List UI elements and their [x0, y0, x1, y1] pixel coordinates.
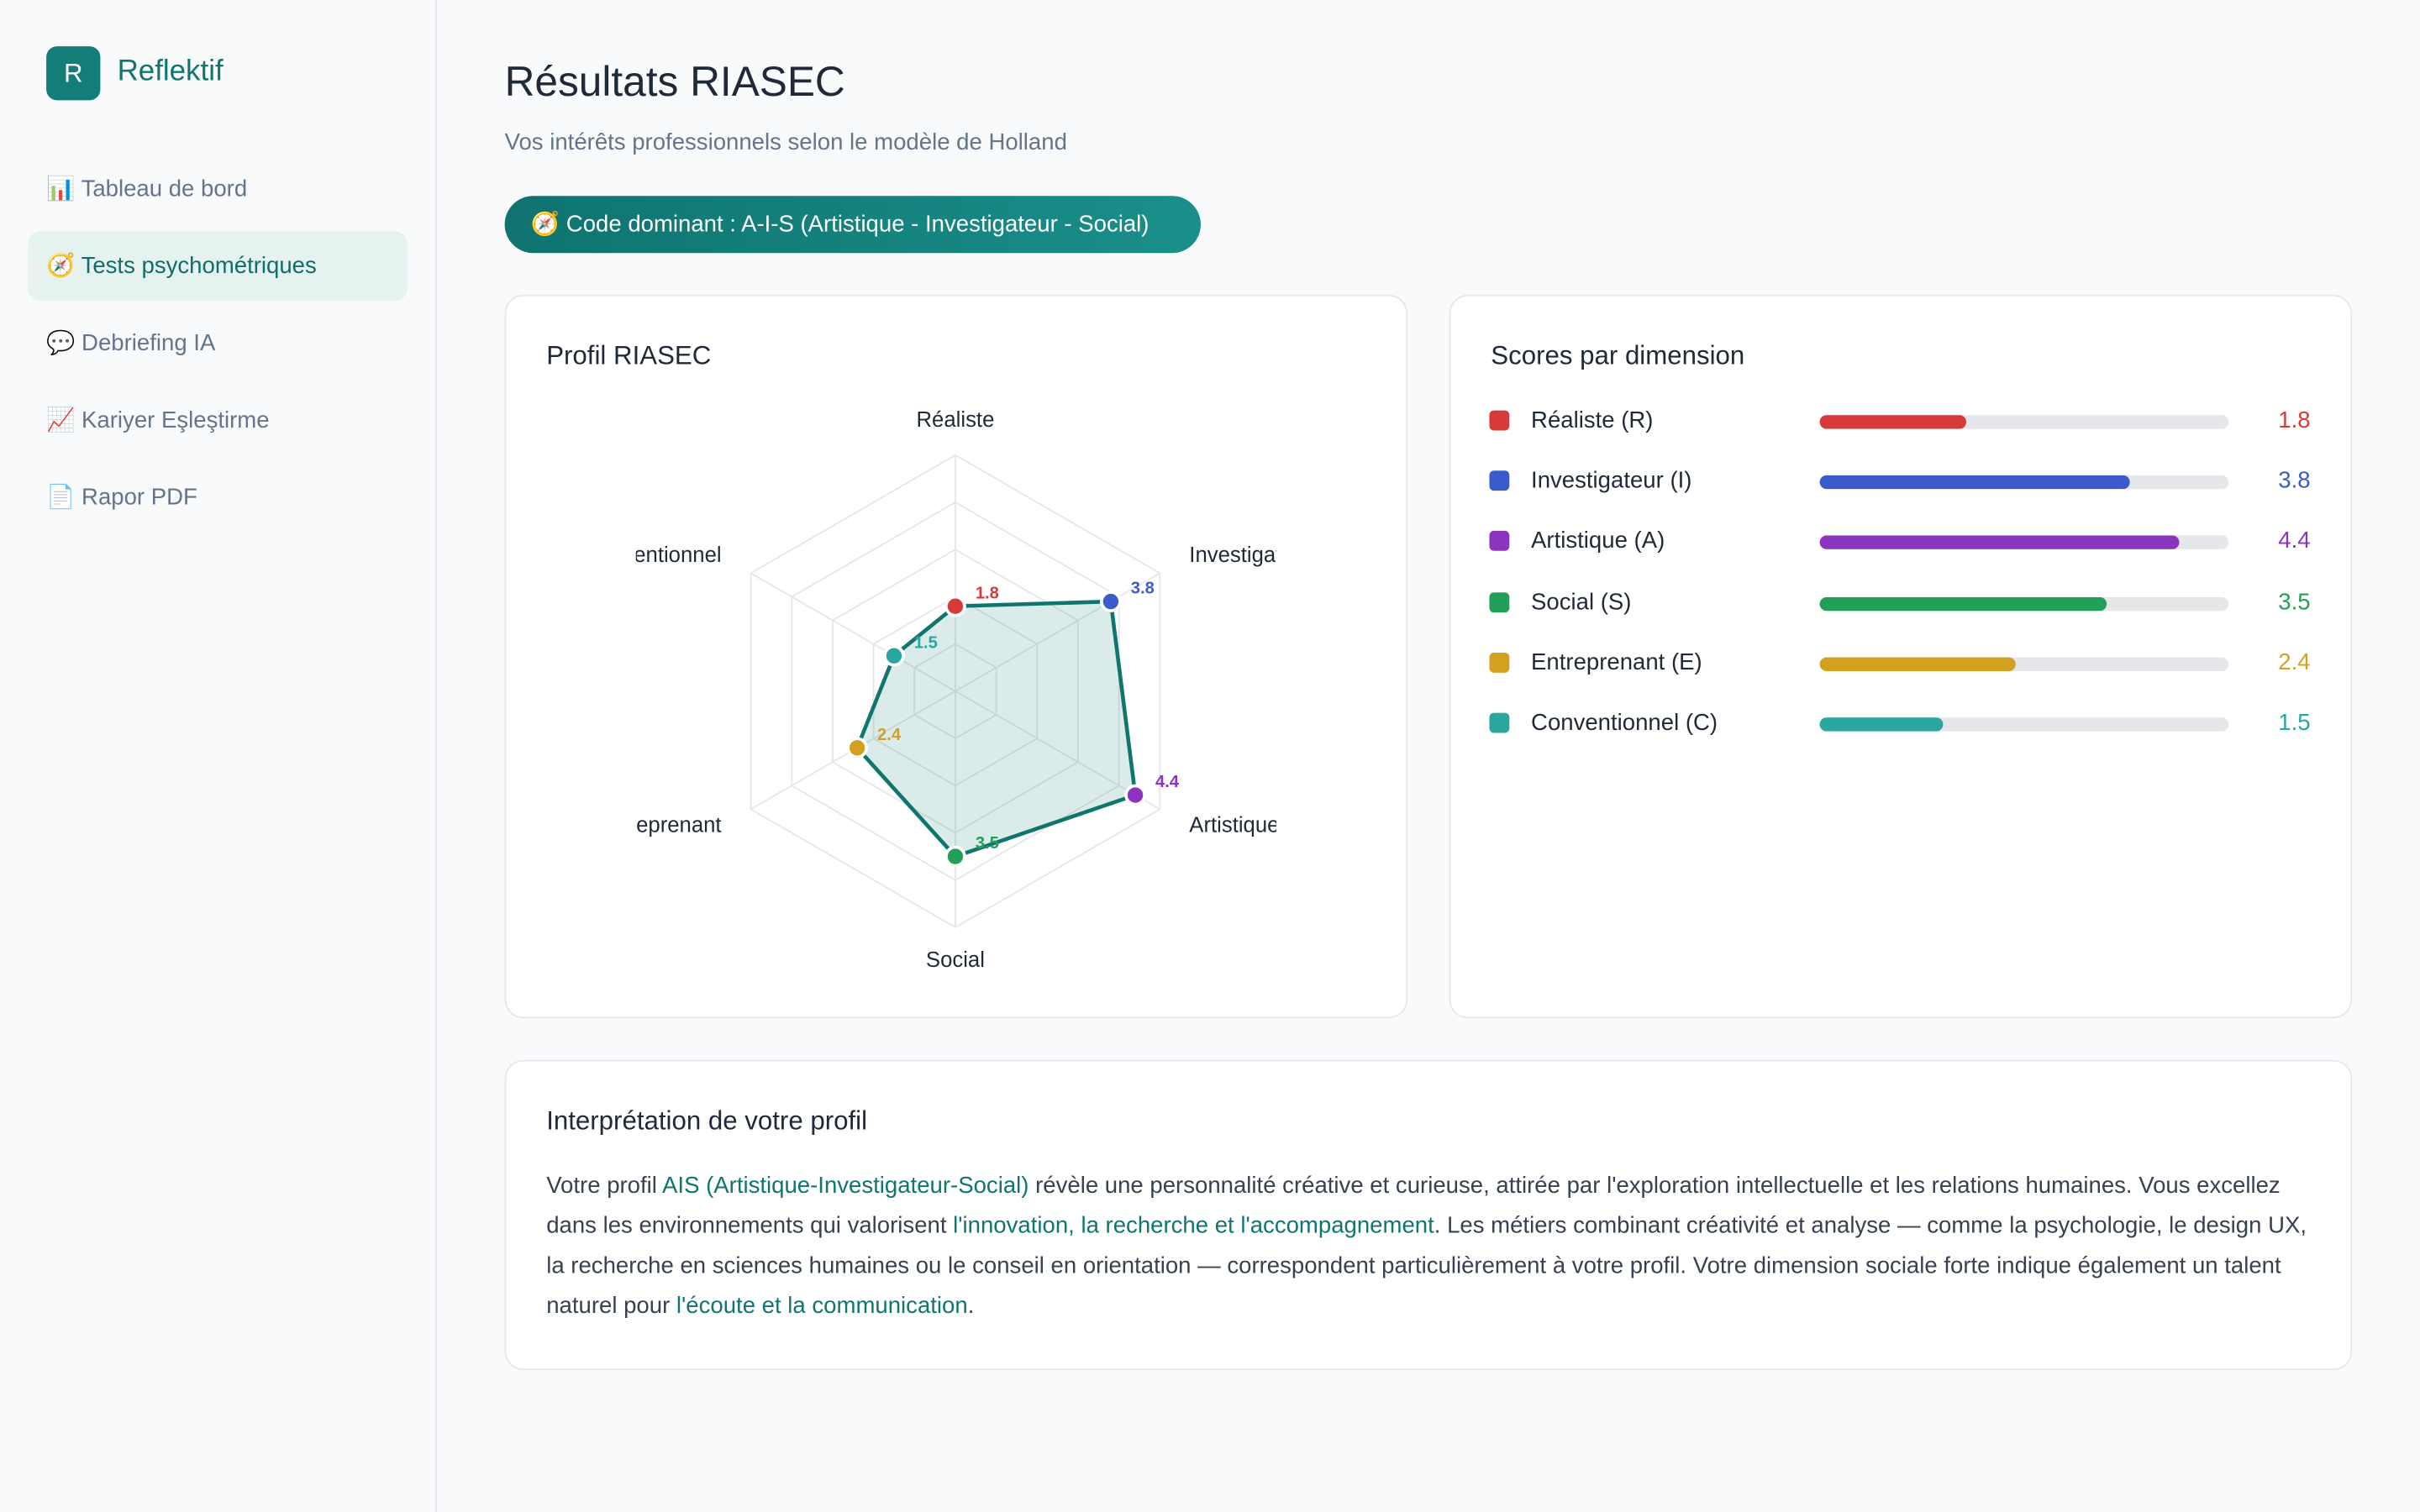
- score-value: 3.8: [2278, 467, 2311, 495]
- axis-label: Conventionnel: [636, 543, 722, 567]
- score-track: [1819, 475, 2229, 490]
- point-label: 3.8: [1131, 580, 1155, 598]
- radar-point: [944, 845, 966, 868]
- nav-item[interactable]: 🧭 Tests psychométriques: [28, 231, 408, 302]
- page-title: Résultats RIASEC: [504, 58, 845, 105]
- score-bar: [1819, 536, 2180, 550]
- radar-point: [944, 595, 966, 617]
- highlight-text: l'écoute et la communication: [676, 1293, 968, 1320]
- axis-label: Artistique: [1189, 813, 1276, 837]
- text-segment: Votre profil: [546, 1172, 663, 1200]
- highlight-text: l'innovation, la recherche et l'accompag…: [953, 1212, 1434, 1239]
- axis-label: Entreprenant: [636, 813, 722, 837]
- score-value: 3.5: [2278, 588, 2311, 616]
- score-value: 1.8: [2278, 407, 2311, 434]
- point-label: 2.4: [877, 726, 902, 744]
- score-bar: [1819, 657, 2017, 671]
- score-bar: [1819, 596, 2107, 611]
- point-label: 1.8: [976, 584, 999, 602]
- radar-chart: Réaliste Investigateur Artistique Social Ent…: [636, 408, 1276, 972]
- score-row: Artistique (A) 4.4: [1489, 527, 2311, 558]
- score-row: Entreprenant (E) 2.4: [1489, 648, 2311, 679]
- highlight-text: AIS (Artistique-Investigateur-Social): [662, 1172, 1029, 1200]
- card-title: Interprétation de votre profil: [546, 1105, 868, 1136]
- brand-name: Reflektif: [117, 55, 224, 88]
- point-label: 1.5: [914, 633, 938, 652]
- score-label: Artistique (A): [1531, 528, 1665, 555]
- score-track: [1819, 657, 2229, 671]
- radar-card: Profil RIASEC: [504, 294, 1408, 1019]
- axis-label: Investigateur: [1189, 543, 1276, 567]
- score-row: Investigateur (I) 3.8: [1489, 466, 2311, 497]
- axis-label: Réaliste: [917, 408, 995, 432]
- score-label: Social (S): [1531, 588, 1632, 616]
- score-track: [1819, 536, 2229, 550]
- dominant-code-badge: 🧭 Code dominant : A-I-S (Artistique - In…: [504, 196, 1201, 254]
- score-row: Conventionnel (C) 1.5: [1489, 708, 2311, 739]
- point-label: 4.4: [1155, 773, 1180, 791]
- interpretation-card: Interprétation de votre profil: [504, 1059, 2353, 1371]
- axis-label: Social: [926, 948, 985, 972]
- card-title: Scores par dimension: [1491, 340, 1745, 370]
- score-track: [1819, 717, 2229, 732]
- score-track: [1819, 415, 2229, 429]
- score-bar: [1819, 415, 1967, 429]
- score-row: Social (S) 3.5: [1489, 587, 2311, 618]
- point-label: 3.5: [976, 834, 999, 853]
- text-segment: .: [967, 1293, 975, 1320]
- score-dot: [1489, 531, 1510, 552]
- score-label: Conventionnel (C): [1531, 709, 1718, 737]
- score-label: Réaliste (R): [1531, 407, 1654, 434]
- grid-spoke: [750, 572, 956, 692]
- text-segment: . Les métiers combinant créativité et an…: [546, 1212, 2307, 1320]
- interpretation-text: Votre profil AIS (Artistique-Investigate…: [546, 1167, 2321, 1327]
- radar-point: [1100, 591, 1122, 612]
- nav-item[interactable]: 📊 Tableau de bord: [46, 176, 248, 202]
- score-bar: [1819, 475, 2131, 490]
- nav-item[interactable]: 💬 Debriefing IA: [46, 330, 216, 357]
- score-label: Investigateur (I): [1531, 467, 1692, 495]
- nav-item[interactable]: 📄 Rapor PDF: [46, 484, 197, 511]
- grid-spoke: [955, 572, 1160, 692]
- text-segment: révèle une personnalité créative et curi…: [546, 1172, 2281, 1239]
- score-dot: [1489, 591, 1510, 612]
- score-bar: [1819, 717, 1943, 732]
- score-dot: [1489, 470, 1510, 491]
- score-label: Entreprenant (E): [1531, 648, 1702, 676]
- sidebar: R Reflektif 📊 Tableau de bord 🧭 Tests psy…: [0, 0, 437, 1512]
- score-track: [1819, 596, 2229, 611]
- score-value: 1.5: [2278, 709, 2311, 737]
- radar-point: [1124, 784, 1146, 806]
- score-dot: [1489, 410, 1510, 431]
- radar-point: [883, 644, 905, 667]
- card-title: Profil RIASEC: [546, 340, 712, 370]
- radar-point: [846, 737, 868, 759]
- score-dot: [1489, 652, 1510, 673]
- grid-spoke: [955, 690, 1160, 811]
- page-subtitle: Vos intérêts professionnels selon le mod…: [504, 129, 1067, 156]
- logo: R: [46, 46, 101, 101]
- score-value: 2.4: [2278, 648, 2311, 676]
- score-value: 4.4: [2278, 528, 2311, 555]
- score-row: Réaliste (R) 1.8: [1489, 406, 2311, 437]
- score-dot: [1489, 712, 1510, 733]
- nav-item[interactable]: 📈 Kariyer Eşleştirme: [46, 407, 270, 434]
